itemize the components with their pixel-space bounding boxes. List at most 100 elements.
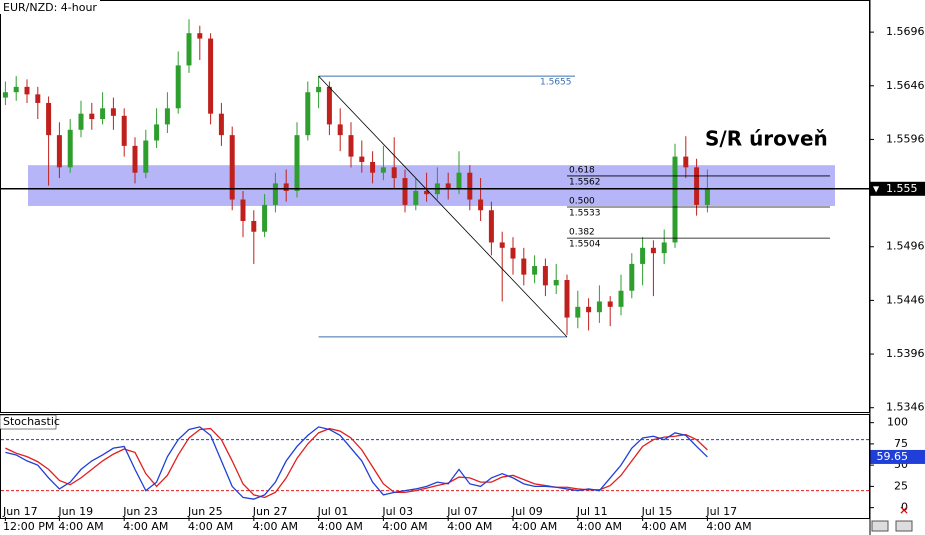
candle-body	[650, 247, 656, 254]
x-tick-label: 4:00 AM	[642, 520, 687, 533]
candle-body	[316, 86, 322, 93]
y-tick-label: 1.5646	[886, 79, 925, 92]
candle-body	[694, 167, 700, 205]
candle-body	[704, 188, 710, 205]
candle-body	[564, 280, 570, 318]
fib-trend	[318, 75, 568, 338]
candle-body	[456, 172, 462, 189]
candle-body	[467, 172, 473, 200]
x-tick-label: Jul 01	[317, 505, 349, 518]
candle-body	[629, 263, 635, 291]
current-value-label: 59.65	[877, 450, 909, 463]
candle-body	[89, 113, 95, 120]
indicator-title: Stochastic	[3, 415, 60, 428]
scroll-icon[interactable]	[871, 520, 889, 532]
y-tick-label: 25	[894, 479, 908, 492]
candle-body	[683, 156, 689, 168]
candle-body	[251, 220, 257, 232]
candle-body	[348, 135, 354, 157]
x-tick-label: Jul 09	[511, 505, 543, 518]
candle-body	[13, 86, 19, 93]
candle-body	[240, 199, 246, 221]
candle-body	[413, 190, 419, 205]
candle-body	[499, 242, 505, 248]
candle-body	[78, 113, 84, 130]
candle-body	[326, 86, 332, 125]
x-tick-label: 4:00 AM	[253, 520, 298, 533]
candle-body	[35, 94, 41, 103]
candle-body	[640, 247, 646, 264]
y-tick-label: 1.5346	[886, 401, 925, 414]
x-tick-label: Jun 25	[187, 505, 223, 518]
candle-body	[607, 301, 613, 307]
y-tick-label: 1.5596	[886, 132, 925, 145]
close-icon[interactable]	[895, 520, 913, 532]
x-tick-label: 4:00 AM	[447, 520, 492, 533]
x-tick-label: 4:00 AM	[382, 520, 427, 533]
candle-body	[164, 108, 170, 125]
candle-body	[370, 161, 376, 173]
y-tick-label: 1.5446	[886, 293, 925, 306]
candle-body	[661, 242, 667, 254]
candle-body	[208, 38, 214, 114]
candle-body	[175, 65, 181, 109]
candle-body	[229, 135, 235, 200]
candle-body	[283, 183, 289, 191]
fib-value: 1.5533	[569, 209, 601, 219]
candle-body	[218, 113, 224, 136]
candle-body	[143, 140, 149, 173]
candle-body	[272, 183, 278, 205]
x-tick-label: 4:00 AM	[706, 520, 751, 533]
candle-body	[596, 301, 602, 313]
fib-value: 1.5562	[569, 177, 601, 187]
close-indicator[interactable]: ✕	[899, 504, 909, 518]
current-price-badge	[870, 181, 925, 196]
title-bg	[0, 0, 100, 14]
candle-body	[197, 33, 203, 39]
fib-value: 1.5504	[569, 240, 601, 250]
candle-body	[542, 266, 548, 286]
y-tick-label: 1.5396	[886, 347, 925, 360]
candle-body	[24, 86, 30, 95]
candle-body	[110, 108, 116, 116]
x-tick-label: Jul 11	[576, 505, 608, 518]
x-tick-label: Jun 27	[252, 505, 288, 518]
candle-body	[510, 247, 516, 259]
fib-ratio: 0.618	[569, 165, 595, 175]
current-price-marker: ▼	[873, 184, 880, 193]
candle-body	[618, 290, 624, 307]
candle-body	[553, 280, 559, 286]
x-tick-label: Jun 23	[122, 505, 158, 518]
candle-body	[586, 306, 592, 313]
y-tick-label: 1.5496	[886, 240, 925, 253]
x-tick-label: 4:00 AM	[123, 520, 168, 533]
x-tick-label: 4:00 AM	[512, 520, 557, 533]
candle-body	[305, 92, 311, 136]
candle-body	[67, 129, 73, 168]
candle-body	[575, 306, 581, 318]
y-tick-label: 0	[901, 501, 908, 514]
current-price-label: 1.555	[886, 182, 918, 195]
annotation: S/R úroveň	[705, 127, 828, 151]
x-tick-label: Jul 15	[641, 505, 673, 518]
candle-body	[521, 258, 527, 275]
candle-body	[402, 178, 408, 205]
x-tick-label: Jun 19	[57, 505, 93, 518]
x-tick-label: 4:00 AM	[318, 520, 363, 533]
indicator-title-bg	[0, 414, 57, 430]
current-value-badge	[870, 449, 925, 464]
y-tick-label: 75	[894, 437, 908, 450]
candle-body	[359, 156, 365, 162]
candle-body	[186, 33, 192, 66]
candle-body	[2, 92, 8, 98]
candle-body	[294, 135, 300, 191]
candle-body	[478, 199, 484, 211]
candle-body	[262, 204, 268, 232]
stochastic-line	[5, 426, 708, 500]
x-tick-label: 4:00 AM	[58, 520, 103, 533]
candle-body	[380, 167, 386, 173]
fib-high-label: 1.5655	[540, 78, 572, 88]
